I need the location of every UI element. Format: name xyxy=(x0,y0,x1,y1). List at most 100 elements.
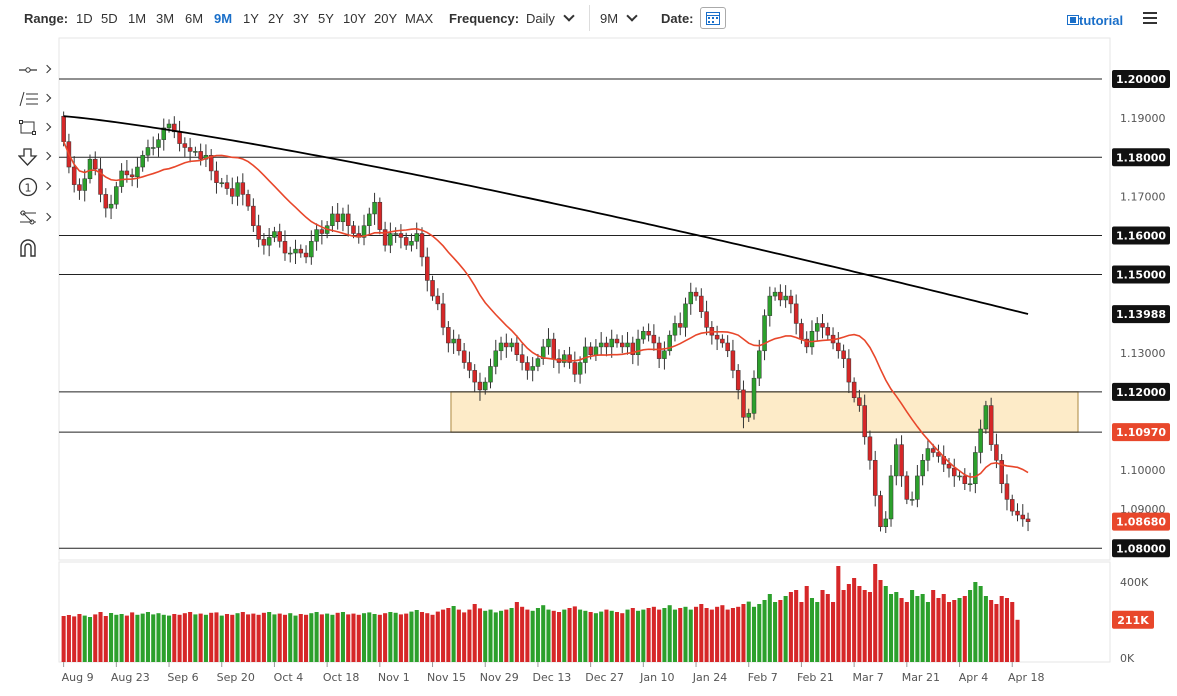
volume-bar xyxy=(641,609,646,662)
x-tick-label: Nov 15 xyxy=(427,671,466,684)
rectangle-tool-icon[interactable] xyxy=(14,116,54,140)
volume-bar xyxy=(156,613,161,662)
annotation-number-icon[interactable]: 1 xyxy=(14,175,54,199)
candle-body xyxy=(182,143,188,148)
line-tool-icon[interactable] xyxy=(14,58,54,82)
arrow-down-tool-icon[interactable] xyxy=(14,145,54,169)
volume-bar xyxy=(493,612,498,662)
volume-bar xyxy=(261,612,266,662)
candle-body xyxy=(909,499,915,501)
volume-bar xyxy=(372,614,377,662)
range-9m[interactable]: 9M xyxy=(214,11,233,26)
candle-body xyxy=(1015,510,1020,516)
range-3y[interactable]: 3Y xyxy=(293,11,309,26)
level-tag xyxy=(1112,423,1170,442)
candle-body xyxy=(467,362,472,371)
volume-bar xyxy=(66,615,71,662)
volume-bar xyxy=(388,612,393,662)
candle-body xyxy=(240,182,246,195)
volume-bar xyxy=(556,612,562,662)
range-1d[interactable]: 1D xyxy=(76,11,93,26)
volume-bar xyxy=(214,612,219,662)
range-max[interactable]: MAX xyxy=(405,11,434,26)
volume-bar xyxy=(504,609,509,662)
volume-bar xyxy=(741,604,746,662)
volume-bar xyxy=(409,611,414,662)
candle-body xyxy=(398,233,404,238)
volume-bar xyxy=(135,614,140,662)
volume-bar xyxy=(672,609,677,662)
volume-bar xyxy=(293,615,298,662)
candle-body xyxy=(888,475,894,520)
svg-text:1: 1 xyxy=(25,182,32,195)
short-moving-average-line xyxy=(62,141,1029,478)
volume-bar xyxy=(335,612,340,662)
calendar-button[interactable] xyxy=(700,7,726,29)
candle-body xyxy=(620,342,625,348)
level-tag-label: 1.20000 xyxy=(1116,73,1166,86)
volume-bar xyxy=(767,594,772,662)
pattern-tool-icon[interactable] xyxy=(14,206,54,230)
range-10y[interactable]: 10Y xyxy=(343,11,367,26)
candle-body xyxy=(272,231,277,238)
volume-bar xyxy=(367,612,372,662)
period-select[interactable]: 9M xyxy=(600,10,638,26)
range-3m[interactable]: 3M xyxy=(156,11,175,26)
candle-body xyxy=(814,323,820,332)
range-6m[interactable]: 6M xyxy=(185,11,204,26)
volume-bar xyxy=(815,602,820,662)
range-5y[interactable]: 5Y xyxy=(318,11,334,26)
candle-body xyxy=(820,323,825,328)
candle-body xyxy=(135,166,140,178)
candle-body xyxy=(451,338,456,344)
candle-body xyxy=(314,229,319,242)
volume-tick-label: 400K xyxy=(1120,576,1149,589)
candle-body xyxy=(509,342,514,348)
x-tick-label: Nov 29 xyxy=(480,671,519,684)
candle-body xyxy=(604,342,609,348)
volume-bar xyxy=(709,609,714,662)
volume-bar xyxy=(999,596,1004,662)
candle-body xyxy=(788,295,794,305)
volume-bar xyxy=(541,605,546,662)
candle-body xyxy=(277,231,282,242)
fibonacci-tool-icon[interactable] xyxy=(14,87,54,111)
candle-body xyxy=(351,225,356,234)
candle-body xyxy=(614,338,620,344)
frequency-select[interactable]: Daily xyxy=(526,10,575,26)
volume-bar xyxy=(609,610,614,662)
range-1m[interactable]: 1M xyxy=(128,11,147,26)
level-tag-label: 1.10970 xyxy=(1116,426,1166,439)
volume-bar xyxy=(414,610,419,662)
candle-body xyxy=(287,252,293,255)
magnet-icon[interactable] xyxy=(14,236,54,260)
candle-body xyxy=(878,495,883,528)
range-5d[interactable]: 5D xyxy=(101,11,118,26)
volume-bar xyxy=(477,608,482,662)
candle-body xyxy=(472,370,477,383)
hamburger-menu-icon[interactable] xyxy=(1143,12,1157,24)
candle-body xyxy=(625,342,630,348)
volume-bar xyxy=(867,592,872,662)
candle-body xyxy=(567,354,572,363)
volume-bar xyxy=(93,614,98,662)
volume-bar xyxy=(667,605,672,662)
volume-bar xyxy=(804,586,809,662)
volume-bar xyxy=(593,613,598,662)
tutorial-link[interactable]: tutorial xyxy=(1067,13,1123,28)
level-tag-label: 1.18000 xyxy=(1116,151,1166,164)
candle-body xyxy=(962,475,968,485)
candle-body xyxy=(683,303,688,328)
range-20y[interactable]: 20Y xyxy=(374,11,398,26)
level-tag xyxy=(1112,148,1170,167)
volume-bar xyxy=(931,590,936,662)
candle-body xyxy=(61,115,66,142)
volume-bar xyxy=(499,610,504,662)
volume-tick-label: 0K xyxy=(1120,652,1135,665)
candle-body xyxy=(751,377,757,414)
range-2y[interactable]: 2Y xyxy=(268,11,284,26)
range-1y[interactable]: 1Y xyxy=(243,11,259,26)
volume-bar xyxy=(941,594,946,662)
volume-bar xyxy=(567,608,572,662)
x-tick-label: Nov 1 xyxy=(378,671,410,684)
